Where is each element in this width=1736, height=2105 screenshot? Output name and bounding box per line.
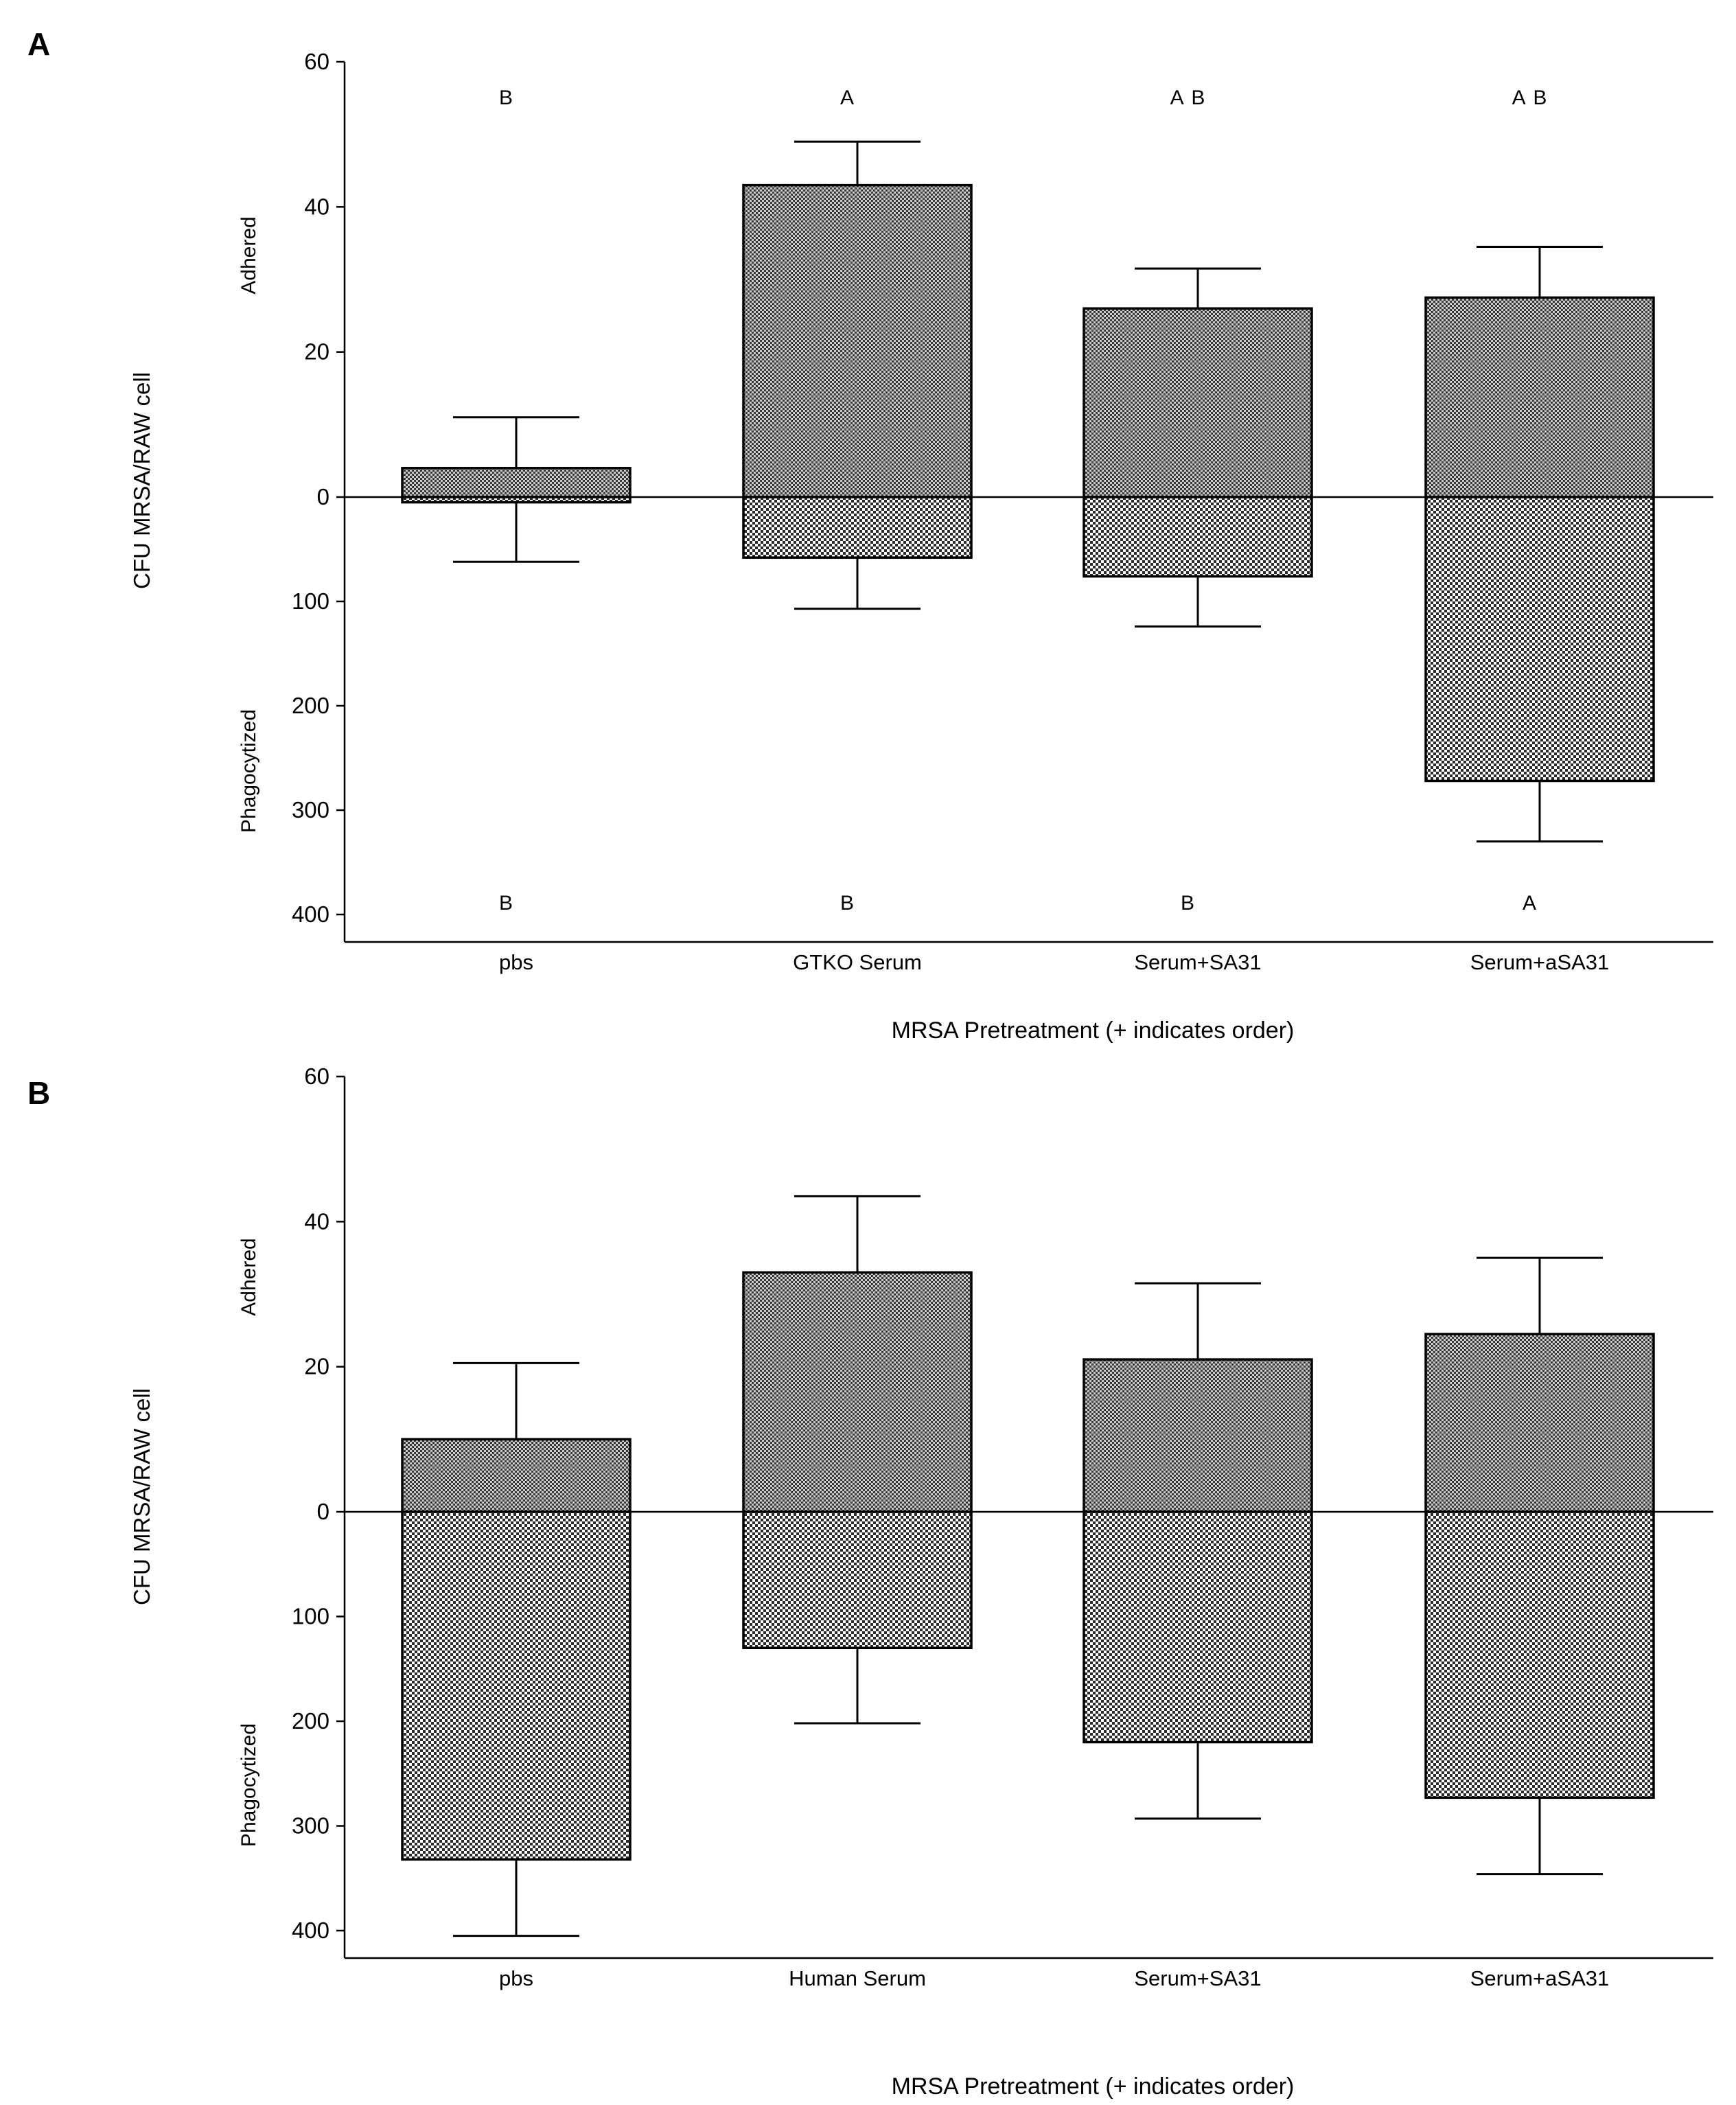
x-tick-label: pbs — [499, 950, 533, 974]
bar-adhered — [1083, 307, 1313, 498]
y-tick-label: 100 — [292, 588, 329, 614]
bar-phagocytized — [742, 1510, 973, 1649]
y-tick-label: 60 — [304, 1063, 329, 1089]
y-tick-label: 400 — [292, 1918, 329, 1943]
y-tick-label: 400 — [292, 901, 329, 927]
y-tick-label: 20 — [304, 1354, 329, 1379]
panel-b: B 0 20 40 60 100 200 300 400 Adhered Phagocytized C… — [27, 1063, 1713, 2100]
bar-phagocytized — [1083, 496, 1313, 578]
y-tick-label: 60 — [304, 49, 329, 74]
panel-a: A 0 20 40 60 100 200 300 400 Adhered Phagocytized C… — [27, 26, 1713, 1044]
panel-label: B — [27, 1075, 50, 1111]
y-tick-label: 20 — [304, 339, 329, 365]
x-tick-label: GTKO Serum — [793, 950, 922, 974]
y-tick-label: 40 — [304, 1208, 329, 1234]
region-label-adhered: Adhered — [238, 1238, 260, 1315]
y-tick-label: 200 — [292, 693, 329, 718]
y-tick-label: 300 — [292, 1813, 329, 1839]
bar-phagocytized — [742, 496, 973, 559]
y-tick-label: 0 — [317, 484, 329, 509]
bar-phagocytized — [401, 1510, 632, 1861]
region-label-phagocytized: Phagocytized — [238, 1723, 260, 1847]
region-label-phagocytized: Phagocytized — [238, 709, 260, 833]
x-tick-label: Serum+SA31 — [1134, 950, 1261, 974]
x-tick-label: Serum+SA31 — [1134, 1966, 1261, 1990]
bar-phagocytized — [1424, 496, 1655, 783]
x-tick-label: pbs — [499, 1966, 533, 1990]
significance-label-phagocytized: A — [1523, 892, 1538, 915]
significance-label-phagocytized: B — [840, 892, 855, 915]
bar-adhered — [1083, 1358, 1313, 1513]
x-tick-label: Serum+aSA31 — [1470, 1966, 1609, 1990]
panel-label: A — [27, 26, 50, 62]
y-tick-label: 0 — [317, 1499, 329, 1524]
bar-adhered — [1424, 1333, 1655, 1513]
significance-label-adhered: A — [840, 87, 855, 109]
x-axis-title: MRSA Pretreatment (+ indicates order) — [892, 1017, 1295, 1044]
significance-label-adhered: A B — [1170, 87, 1207, 109]
y-tick-label: 200 — [292, 1708, 329, 1734]
bar-phagocytized — [1424, 1510, 1655, 1799]
bar-phagocytized — [401, 496, 632, 504]
bar-adhered — [742, 1271, 973, 1513]
bar-phagocytized — [1083, 1510, 1313, 1744]
significance-label-adhered: B — [499, 87, 514, 109]
significance-label-adhered: A B — [1512, 87, 1549, 109]
significance-label-phagocytized: B — [499, 892, 514, 915]
bar-adhered — [401, 466, 632, 498]
y-axis-title: CFU MRSA/RAW cell — [129, 372, 154, 589]
bar-adhered — [401, 1438, 632, 1513]
x-tick-label: Serum+aSA31 — [1470, 950, 1609, 974]
x-axis-title: MRSA Pretreatment (+ indicates order) — [892, 2073, 1295, 2100]
bar-adhered — [742, 183, 973, 498]
y-tick-label: 300 — [292, 797, 329, 823]
y-tick-label: 100 — [292, 1604, 329, 1629]
bar-adhered — [1424, 296, 1655, 498]
y-axis-title: CFU MRSA/RAW cell — [129, 1388, 154, 1605]
region-label-adhered: Adhered — [238, 216, 260, 294]
significance-label-phagocytized: B — [1181, 892, 1196, 915]
x-tick-label: Human Serum — [789, 1966, 926, 1990]
y-tick-label: 40 — [304, 194, 329, 219]
